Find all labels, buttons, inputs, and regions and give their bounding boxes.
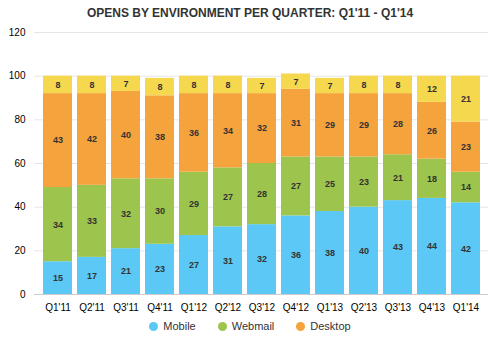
svg-text:8: 8 xyxy=(191,80,196,90)
html-text:OPENS BY ENVIRONMENT PER QUART: OPENS BY ENVIRONMENT PER QUARTER: Q1'11 … xyxy=(86,6,414,20)
svg-text:42: 42 xyxy=(461,244,471,254)
svg-text:8: 8 xyxy=(157,82,162,92)
svg-text:28: 28 xyxy=(393,119,403,129)
svg-text:Q4'13: Q4'13 xyxy=(419,302,446,313)
svg-text:29: 29 xyxy=(325,120,335,130)
html-text:Webmail: Webmail xyxy=(231,320,275,332)
svg-text:38: 38 xyxy=(155,132,165,142)
svg-text:28: 28 xyxy=(257,189,267,199)
svg-text:23: 23 xyxy=(359,177,369,187)
svg-text:14: 14 xyxy=(461,182,471,192)
svg-text:32: 32 xyxy=(257,254,267,264)
svg-text:7: 7 xyxy=(123,79,128,89)
svg-text:7: 7 xyxy=(327,81,332,91)
svg-text:120: 120 xyxy=(9,27,26,38)
svg-text:34: 34 xyxy=(223,126,233,136)
svg-text:38: 38 xyxy=(325,248,335,258)
svg-text:80: 80 xyxy=(14,114,26,125)
svg-text:43: 43 xyxy=(53,135,63,145)
svg-text:21: 21 xyxy=(461,94,471,104)
svg-text:100: 100 xyxy=(9,70,26,81)
svg-text:40: 40 xyxy=(14,201,26,212)
svg-text:23: 23 xyxy=(155,264,165,274)
svg-text:Q4'11: Q4'11 xyxy=(147,302,173,313)
svg-text:34: 34 xyxy=(53,220,63,230)
svg-text:Q2'12: Q2'12 xyxy=(215,302,242,313)
html-text:Desktop: Desktop xyxy=(310,320,351,332)
svg-text:20: 20 xyxy=(14,245,26,256)
svg-text:27: 27 xyxy=(291,181,301,191)
svg-text:42: 42 xyxy=(87,134,97,144)
svg-text:40: 40 xyxy=(359,246,369,256)
svg-text:Q3'12: Q3'12 xyxy=(249,302,276,313)
svg-text:Q3'13: Q3'13 xyxy=(385,302,412,313)
svg-text:7: 7 xyxy=(293,77,298,87)
svg-text:29: 29 xyxy=(359,120,369,130)
svg-text:8: 8 xyxy=(55,80,60,90)
svg-text:27: 27 xyxy=(223,192,233,202)
svg-text:15: 15 xyxy=(53,273,63,283)
html-text:Mobile: Mobile xyxy=(163,320,196,332)
svg-text:27: 27 xyxy=(189,260,199,270)
svg-text:12: 12 xyxy=(427,84,437,94)
svg-text:21: 21 xyxy=(393,173,403,183)
svg-text:Q1'13: Q1'13 xyxy=(317,302,344,313)
svg-text:29: 29 xyxy=(189,199,199,209)
svg-text:44: 44 xyxy=(427,241,437,251)
svg-text:31: 31 xyxy=(223,256,233,266)
svg-text:Q1'14: Q1'14 xyxy=(453,302,480,313)
svg-text:31: 31 xyxy=(291,118,301,128)
svg-text:26: 26 xyxy=(427,126,437,136)
svg-text:32: 32 xyxy=(257,123,267,133)
svg-text:43: 43 xyxy=(393,242,403,252)
svg-text:Q2'11: Q2'11 xyxy=(79,302,105,313)
svg-text:Q1'12: Q1'12 xyxy=(181,302,208,313)
svg-text:18: 18 xyxy=(427,174,437,184)
svg-text:30: 30 xyxy=(155,206,165,216)
svg-text:21: 21 xyxy=(121,266,131,276)
svg-text:Q2'13: Q2'13 xyxy=(351,302,378,313)
svg-text:25: 25 xyxy=(325,179,335,189)
svg-text:Q1'11: Q1'11 xyxy=(45,302,71,313)
svg-text:60: 60 xyxy=(14,158,26,169)
svg-text:0: 0 xyxy=(20,289,26,300)
svg-text:40: 40 xyxy=(121,130,131,140)
svg-text:17: 17 xyxy=(87,271,97,281)
svg-text:8: 8 xyxy=(361,80,366,90)
svg-text:Q3'11: Q3'11 xyxy=(113,302,139,313)
svg-text:36: 36 xyxy=(291,250,301,260)
svg-text:23: 23 xyxy=(461,142,471,152)
svg-text:Q4'12: Q4'12 xyxy=(283,302,310,313)
svg-text:8: 8 xyxy=(89,80,94,90)
svg-text:32: 32 xyxy=(121,209,131,219)
svg-text:33: 33 xyxy=(87,216,97,226)
svg-text:7: 7 xyxy=(259,81,264,91)
svg-text:36: 36 xyxy=(189,128,199,138)
svg-text:8: 8 xyxy=(225,80,230,90)
svg-text:8: 8 xyxy=(395,80,400,90)
